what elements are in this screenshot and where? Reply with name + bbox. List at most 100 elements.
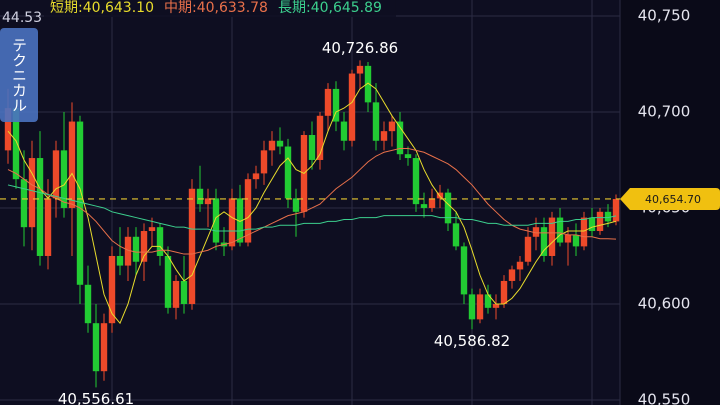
candle-body <box>156 227 164 256</box>
candle-body <box>108 255 116 324</box>
technical-button-label[interactable]: テクニカル <box>10 38 28 113</box>
candle-body <box>196 188 204 205</box>
candle-body <box>52 150 60 199</box>
y-tick-label: 40,600 <box>638 294 691 312</box>
candle-body <box>204 198 212 205</box>
candle-body <box>4 108 12 151</box>
y-tick-label: 40,550 <box>638 391 691 405</box>
candle-body <box>100 323 108 372</box>
candle-body <box>260 150 268 174</box>
candle-body <box>188 188 196 304</box>
candle-body <box>276 140 284 147</box>
candle-body <box>244 179 252 243</box>
candle-body <box>500 280 508 304</box>
candle-body <box>548 217 556 256</box>
candle-body <box>444 192 452 224</box>
candle-body <box>356 65 364 74</box>
candle-body <box>20 179 28 228</box>
candle-body <box>132 236 140 262</box>
candle-body <box>140 231 148 262</box>
candle-body <box>476 294 484 320</box>
candle-body <box>604 211 612 222</box>
extreme-label: 40,556.61 <box>58 390 134 405</box>
legend-separator: : <box>78 0 83 16</box>
candle-body <box>420 204 428 208</box>
candle-body <box>492 303 500 308</box>
legend-background <box>44 0 396 17</box>
candle-body <box>124 236 132 266</box>
candle-body <box>572 234 580 247</box>
candle-body <box>396 121 404 155</box>
candle-body <box>612 198 620 222</box>
technical-button[interactable] <box>0 28 38 122</box>
candle-body <box>324 88 332 116</box>
legend-name: 短期 <box>50 0 78 16</box>
top-left-value: 44.53 <box>2 10 42 26</box>
candle-body <box>484 294 492 308</box>
candle-body <box>412 158 420 205</box>
extreme-label: 40,726.86 <box>322 39 398 57</box>
candle-body <box>372 102 380 141</box>
candle-body <box>116 255 124 266</box>
candle-body <box>588 217 596 232</box>
candle-body <box>284 146 292 199</box>
candle-body <box>540 227 548 256</box>
legend-value: 40,643.10 <box>83 0 154 16</box>
candle-body <box>268 140 276 151</box>
y-tick-label: 40,700 <box>638 102 691 120</box>
candle-body <box>172 280 180 308</box>
candle-body <box>236 198 244 243</box>
candle-body <box>508 269 516 281</box>
candle-body <box>148 227 156 232</box>
candle-body <box>332 88 340 122</box>
candle-body <box>532 227 540 237</box>
legend-name: 長期 <box>278 0 306 16</box>
moving-average-line <box>7 147 617 255</box>
candle-body <box>404 154 412 159</box>
candle-body <box>460 246 468 295</box>
candle-body <box>580 217 588 247</box>
y-tick-label: 40,750 <box>638 6 691 24</box>
candle-body <box>468 294 476 320</box>
candle-body <box>428 198 436 208</box>
candle-body <box>84 284 92 324</box>
candle-body <box>228 198 236 247</box>
candle-body <box>180 280 188 304</box>
candle-body <box>252 173 260 180</box>
candle-body <box>60 150 68 208</box>
candle-body <box>452 223 460 247</box>
legend-separator: : <box>306 0 311 16</box>
candle-body <box>364 65 372 103</box>
candle-body <box>292 198 300 212</box>
candle-body <box>212 198 220 243</box>
legend: 短期:40,643.10 中期:40,633.78 長期:40,645.89 <box>50 0 382 16</box>
candle-body <box>596 211 604 232</box>
candle-body <box>556 217 564 243</box>
moving-average-line <box>7 184 617 232</box>
candle-body <box>436 192 444 199</box>
candle-body <box>388 121 396 132</box>
last-price-tag <box>620 187 720 210</box>
candle-body <box>380 131 388 141</box>
candle-body <box>12 108 20 180</box>
legend-value: 40,633.78 <box>197 0 268 16</box>
candle-body <box>76 121 84 285</box>
legend-value: 40,645.89 <box>311 0 382 16</box>
candle-body <box>524 236 532 262</box>
legend-name: 中期 <box>164 0 192 16</box>
candle-body <box>340 121 348 141</box>
candle-body <box>348 73 356 141</box>
extreme-label: 40,586.82 <box>434 332 510 350</box>
candle-body <box>564 234 572 243</box>
candle-body <box>68 121 76 208</box>
candle-body <box>92 323 100 372</box>
legend-separator: : <box>192 0 197 16</box>
moving-average-line <box>7 82 617 325</box>
candle-body <box>44 198 52 256</box>
plot-area <box>0 15 620 401</box>
candle-body <box>28 158 36 228</box>
candle-body <box>164 255 172 308</box>
candle-body <box>316 115 324 160</box>
candle-body <box>516 261 524 270</box>
